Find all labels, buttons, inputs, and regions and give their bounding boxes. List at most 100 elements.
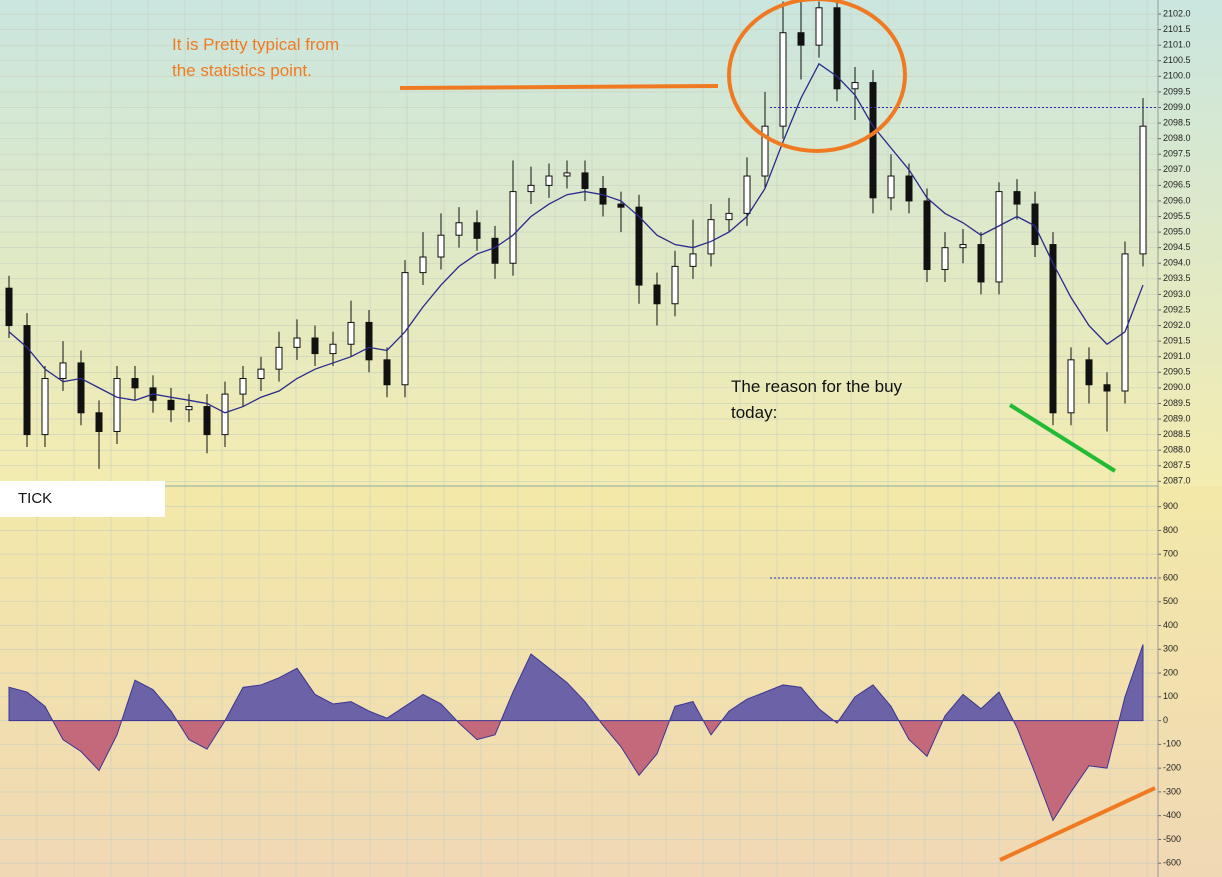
price-panel — [0, 0, 1222, 486]
label-box — [0, 481, 165, 517]
y-tick-label: 2090.0 — [1163, 382, 1191, 392]
candle-body — [995, 191, 1003, 283]
candle-body — [1103, 384, 1111, 392]
y-tick-label: 2089.0 — [1163, 413, 1191, 423]
y-tick-label: 200 — [1163, 667, 1178, 677]
candle-body — [743, 175, 751, 214]
y-tick-label: -300 — [1163, 786, 1181, 796]
candle-body — [977, 244, 985, 283]
candle-body — [779, 32, 787, 127]
y-tick-label: 2089.5 — [1163, 398, 1191, 408]
candle-body — [41, 378, 49, 436]
candle-body — [671, 265, 679, 305]
annotation-text: today: — [731, 403, 777, 422]
y-tick-label: 2092.0 — [1163, 320, 1191, 330]
y-tick-label: 800 — [1163, 525, 1178, 535]
candle-body — [797, 32, 805, 46]
y-tick-label: 2101.0 — [1163, 40, 1191, 50]
y-tick-label: 2088.0 — [1163, 445, 1191, 455]
y-tick-label: 2091.0 — [1163, 351, 1191, 361]
tick-area — [8, 644, 1144, 822]
y-tick-label: 2093.0 — [1163, 289, 1191, 299]
candle-body — [599, 187, 607, 205]
candle-body — [437, 234, 445, 258]
y-tick-label: 2090.5 — [1163, 367, 1191, 377]
y-tick-label: 2098.5 — [1163, 117, 1191, 127]
candle-body — [1139, 125, 1147, 255]
y-tick-label: 2096.5 — [1163, 180, 1191, 190]
y-tick-label: 600 — [1163, 572, 1178, 582]
y-tick-label: 400 — [1163, 620, 1178, 630]
candle-body — [131, 378, 139, 389]
candle-body — [23, 325, 31, 436]
candle-body — [275, 346, 283, 370]
candle-body — [491, 237, 499, 264]
y-tick-label: -100 — [1163, 739, 1181, 749]
candle-body — [185, 406, 193, 411]
y-tick-label: 2099.0 — [1163, 102, 1191, 112]
y-tick-label: 2100.5 — [1163, 55, 1191, 65]
annotation-line — [1008, 403, 1117, 473]
candle-body — [383, 359, 391, 386]
candle-body — [653, 284, 661, 305]
tick-panel — [0, 486, 1222, 877]
candle-body — [1067, 359, 1075, 414]
candle-body — [257, 368, 265, 380]
candle-body — [329, 343, 337, 355]
candle-body — [239, 378, 247, 395]
y-tick-label: 0 — [1163, 715, 1168, 725]
y-tick-label: -600 — [1163, 858, 1181, 868]
candle-body — [689, 253, 697, 267]
y-tick-label: 2097.0 — [1163, 164, 1191, 174]
y-tick-label: -500 — [1163, 834, 1181, 844]
moving-average — [8, 62, 1144, 414]
y-tick-label: 700 — [1163, 549, 1178, 559]
y-tick-label: 2092.5 — [1163, 304, 1191, 314]
candle-body — [509, 191, 517, 264]
candle-body — [815, 7, 823, 46]
candle-body — [959, 244, 967, 249]
y-tick-label: 100 — [1163, 691, 1178, 701]
y-tick-label: 2095.5 — [1163, 211, 1191, 221]
candle-body — [59, 362, 67, 380]
candle-body — [293, 337, 301, 348]
y-tick-label: 500 — [1163, 596, 1178, 606]
y-tick-label: 2087.0 — [1163, 476, 1191, 486]
annotation-circle — [727, 0, 907, 153]
candle-body — [95, 412, 103, 432]
candle-body — [167, 399, 175, 411]
candle-body — [887, 175, 895, 199]
y-tick-label: 2099.5 — [1163, 86, 1191, 96]
candle-body — [1085, 359, 1093, 386]
candle-body — [923, 200, 931, 270]
annotation-text: the statistics point. — [172, 61, 312, 80]
candle-body — [545, 175, 553, 186]
candle-body — [311, 337, 319, 355]
candle-body — [1121, 253, 1129, 392]
y-tick-label: 2098.0 — [1163, 133, 1191, 143]
candle-body — [527, 184, 535, 193]
y-tick-label: 2094.0 — [1163, 258, 1191, 268]
candle-body — [419, 256, 427, 274]
candle-body — [113, 378, 121, 432]
candle-body — [833, 7, 841, 90]
candle-body — [221, 393, 229, 436]
y-tick-label: -400 — [1163, 810, 1181, 820]
y-tick-label: 2101.5 — [1163, 24, 1191, 34]
y-tick-label: -200 — [1163, 763, 1181, 773]
candle-body — [905, 175, 913, 202]
candle-body — [1049, 244, 1057, 414]
candle-body — [941, 247, 949, 270]
candle-body — [1013, 191, 1021, 205]
y-tick-label: 2095.0 — [1163, 226, 1191, 236]
annotation-text: The reason for the buy — [731, 377, 903, 396]
candle-body — [617, 203, 625, 208]
candle-body — [473, 222, 481, 239]
candle-body — [365, 321, 373, 361]
y-tick-label: 2100.0 — [1163, 71, 1191, 81]
y-tick-label: 900 — [1163, 501, 1178, 511]
candle-body — [635, 206, 643, 286]
y-tick-label: 2093.5 — [1163, 273, 1191, 283]
candle-body — [563, 172, 571, 177]
